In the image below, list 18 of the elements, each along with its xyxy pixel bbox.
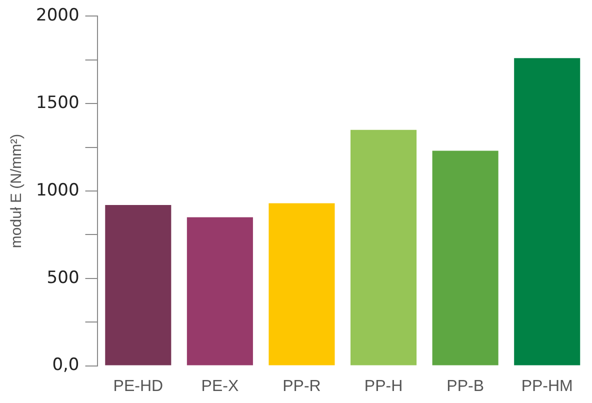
bar xyxy=(350,130,417,366)
y-tick-label: 2000 xyxy=(36,6,80,26)
x-tick-label: PP-R xyxy=(282,378,321,395)
bar xyxy=(514,58,580,366)
bar xyxy=(105,204,172,366)
y-tick-label: 1500 xyxy=(36,93,80,114)
bar xyxy=(186,217,253,366)
x-tick-label: PP-HM xyxy=(521,378,573,395)
x-tick-label: PP-B xyxy=(446,378,484,395)
x-tick-label: PE-X xyxy=(201,378,239,395)
y-tick-label: 0,0 xyxy=(52,355,80,376)
bar xyxy=(432,150,498,366)
y-tick-label: 1000 xyxy=(36,180,80,200)
y-axis-title: moduł E (N/mm²) xyxy=(8,134,26,248)
y-tick-label: 500 xyxy=(46,268,80,288)
x-tick-label: PE-HD xyxy=(113,378,164,395)
bar xyxy=(268,203,335,366)
x-tick-label: PP-H xyxy=(364,378,403,395)
